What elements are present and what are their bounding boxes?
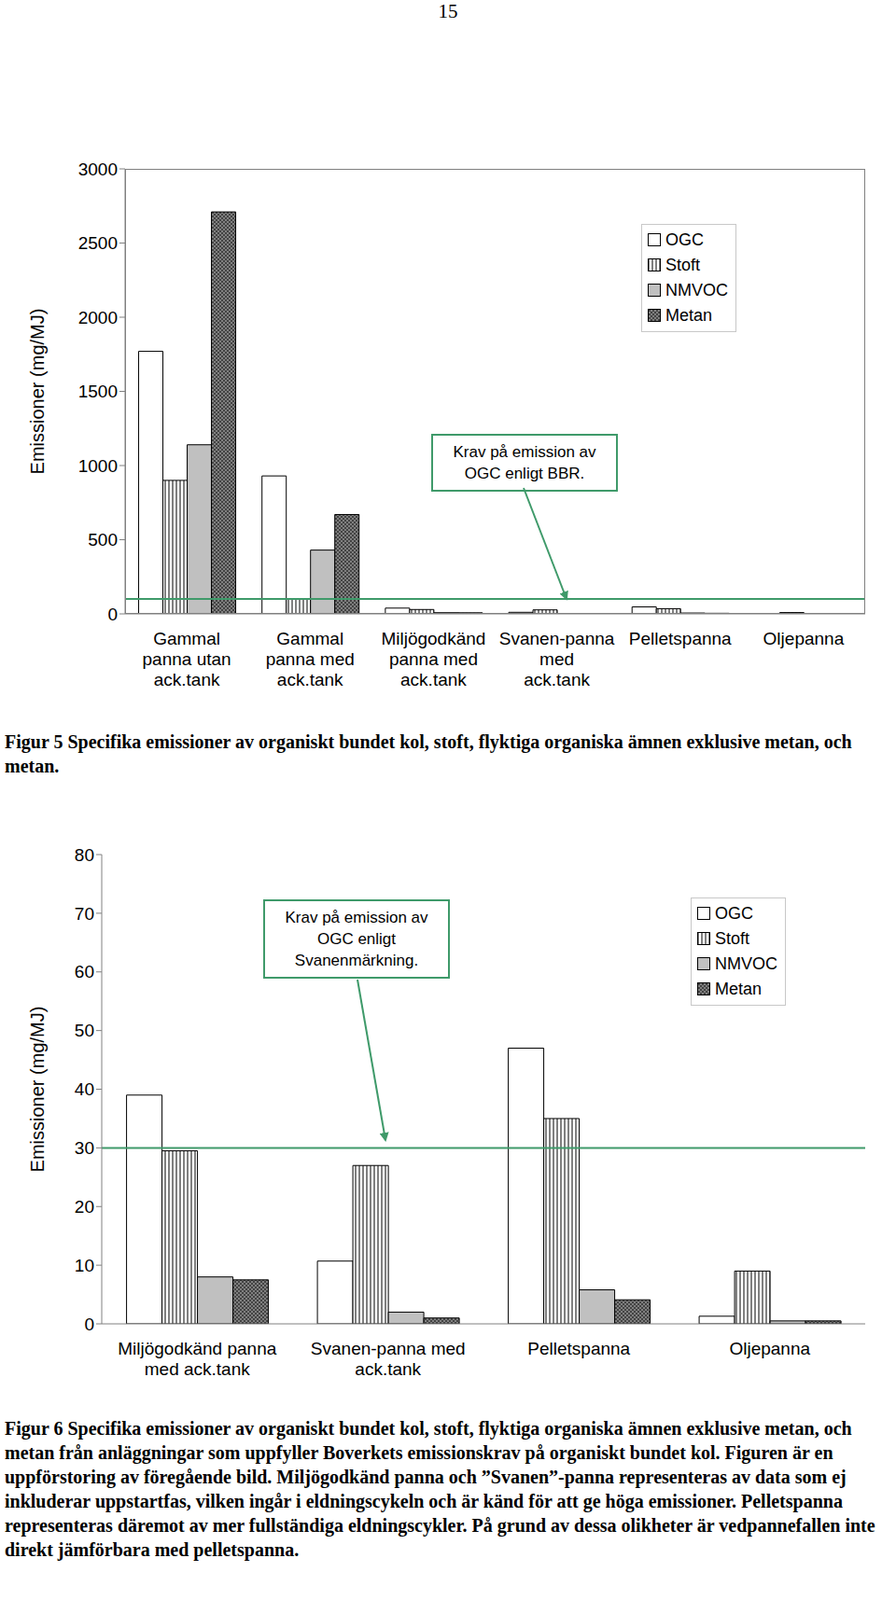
svg-text:30: 30 — [74, 1138, 95, 1159]
html-text:OGC: OGC — [714, 904, 754, 924]
html-text:Krav på emission av OGC enligt: Krav på emission av OGC enligt BBR. — [453, 443, 596, 483]
svg-text:1500: 1500 — [78, 381, 118, 402]
svg-text:1000: 1000 — [78, 456, 118, 476]
svg-text:3000: 3000 — [78, 159, 118, 180]
html-text:15: 15 — [438, 0, 458, 23]
svg-text:Pelletspanna: Pelletspanna — [527, 1339, 630, 1359]
html-text:NMVOC: NMVOC — [714, 954, 778, 974]
html-text:Metan: Metan — [714, 980, 762, 999]
html-text:Stoft: Stoft — [665, 255, 700, 275]
svg-text:0: 0 — [84, 1315, 95, 1335]
svg-text:50: 50 — [74, 1021, 95, 1041]
svg-text:0: 0 — [107, 604, 118, 625]
svg-text:Emissioner (mg/MJ): Emissioner (mg/MJ) — [27, 1007, 48, 1174]
svg-text:10: 10 — [74, 1256, 95, 1276]
svg-text:Oljepanna: Oljepanna — [763, 629, 845, 649]
svg-text:60: 60 — [74, 962, 95, 982]
svg-text:Miljögodkändpanna medack.tank: Miljögodkändpanna medack.tank — [380, 629, 486, 690]
svg-text:Oljepanna: Oljepanna — [728, 1339, 811, 1359]
html-text:Metan: Metan — [665, 306, 713, 325]
svg-text:2000: 2000 — [78, 308, 118, 328]
html-text:OGC: OGC — [665, 230, 704, 250]
html-text:Figur 5 Specifika emissioner a: Figur 5 Specifika emissioner av organisk… — [4, 731, 852, 777]
html-text:NMVOC: NMVOC — [665, 280, 728, 300]
svg-text:Pelletspanna: Pelletspanna — [629, 629, 732, 649]
svg-text:40: 40 — [74, 1079, 95, 1100]
svg-text:Svanen-panna medack.tank: Svanen-panna medack.tank — [310, 1339, 466, 1380]
svg-text:70: 70 — [74, 904, 95, 924]
svg-text:500: 500 — [87, 530, 118, 550]
svg-text:2500: 2500 — [78, 233, 118, 253]
svg-text:Miljögodkänd pannamed ack.tank: Miljögodkänd pannamed ack.tank — [117, 1339, 278, 1380]
svg-text:Emissioner (mg/MJ): Emissioner (mg/MJ) — [27, 308, 48, 476]
svg-text:Gammalpanna medack.tank: Gammalpanna medack.tank — [266, 629, 355, 690]
svg-text:20: 20 — [74, 1197, 95, 1218]
svg-text:Svanen-pannamedack.tank: Svanen-pannamedack.tank — [499, 629, 616, 690]
svg-text:Gammalpanna utanack.tank: Gammalpanna utanack.tank — [142, 629, 232, 690]
html-text:Krav på emission av OGC enligt: Krav på emission av OGC enligt Svanenmär… — [285, 909, 428, 970]
svg-text:80: 80 — [74, 845, 95, 866]
html-text:Stoft: Stoft — [714, 929, 750, 949]
html-text:Figur 6 Specifika emissioner a: Figur 6 Specifika emissioner av organisk… — [4, 1418, 876, 1561]
